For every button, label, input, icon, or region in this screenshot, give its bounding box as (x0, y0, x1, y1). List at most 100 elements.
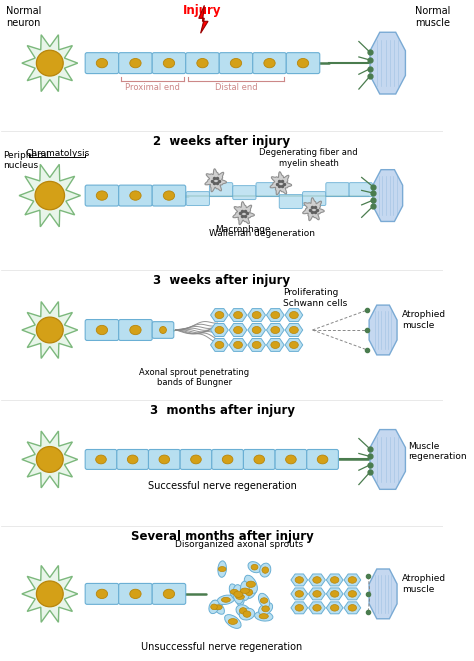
Ellipse shape (234, 311, 243, 319)
Ellipse shape (297, 58, 309, 68)
Text: 3  weeks after injury: 3 weeks after injury (154, 274, 291, 288)
Text: Proximal end: Proximal end (125, 83, 180, 92)
Ellipse shape (164, 191, 174, 200)
Ellipse shape (218, 561, 227, 577)
Ellipse shape (96, 589, 108, 599)
Polygon shape (248, 309, 265, 321)
Ellipse shape (348, 590, 356, 597)
Text: Muscle
regeneration: Muscle regeneration (408, 442, 467, 461)
Ellipse shape (240, 581, 249, 600)
Ellipse shape (36, 317, 63, 343)
FancyBboxPatch shape (85, 319, 118, 340)
Polygon shape (344, 574, 361, 586)
Polygon shape (370, 430, 405, 489)
FancyBboxPatch shape (152, 584, 186, 604)
Text: Unsuccessful nerve regeneration: Unsuccessful nerve regeneration (141, 642, 303, 652)
FancyBboxPatch shape (210, 182, 233, 196)
Ellipse shape (330, 576, 339, 583)
FancyBboxPatch shape (349, 182, 373, 196)
Text: 2  weeks after injury: 2 weeks after injury (154, 135, 291, 148)
Ellipse shape (330, 605, 339, 611)
Ellipse shape (228, 619, 237, 625)
Ellipse shape (251, 564, 258, 570)
Text: Wallerian degeneration: Wallerian degeneration (209, 229, 315, 239)
Ellipse shape (252, 311, 261, 319)
Ellipse shape (230, 58, 242, 68)
FancyBboxPatch shape (186, 53, 219, 73)
Polygon shape (369, 569, 397, 619)
FancyBboxPatch shape (244, 449, 275, 469)
Polygon shape (229, 323, 247, 336)
Ellipse shape (159, 455, 170, 464)
Ellipse shape (262, 606, 269, 612)
Ellipse shape (219, 566, 226, 572)
Polygon shape (344, 588, 361, 600)
Ellipse shape (258, 594, 270, 607)
Ellipse shape (191, 455, 201, 464)
Polygon shape (309, 574, 325, 586)
FancyBboxPatch shape (85, 53, 118, 73)
Ellipse shape (254, 455, 264, 464)
Polygon shape (309, 602, 325, 614)
Polygon shape (266, 323, 284, 336)
Polygon shape (326, 602, 343, 614)
Ellipse shape (234, 591, 243, 598)
FancyBboxPatch shape (307, 449, 338, 469)
Ellipse shape (239, 608, 255, 620)
Polygon shape (291, 602, 308, 614)
Ellipse shape (240, 588, 249, 594)
Ellipse shape (255, 611, 273, 621)
Polygon shape (210, 323, 228, 336)
FancyBboxPatch shape (85, 185, 118, 206)
FancyBboxPatch shape (302, 192, 326, 206)
Ellipse shape (295, 605, 303, 611)
Ellipse shape (290, 341, 298, 348)
Text: Injury: Injury (183, 5, 222, 17)
Ellipse shape (295, 576, 303, 583)
Ellipse shape (35, 181, 64, 210)
Ellipse shape (252, 341, 261, 348)
Ellipse shape (96, 325, 108, 334)
Text: Successful nerve regeneration: Successful nerve regeneration (147, 481, 296, 491)
Ellipse shape (264, 58, 275, 68)
Text: Normal
neuron: Normal neuron (6, 7, 41, 28)
Ellipse shape (246, 581, 255, 588)
Polygon shape (205, 169, 227, 192)
Ellipse shape (130, 325, 141, 334)
FancyBboxPatch shape (186, 192, 210, 206)
Text: Macrophage: Macrophage (216, 225, 271, 235)
Ellipse shape (164, 589, 174, 599)
Polygon shape (344, 602, 361, 614)
FancyBboxPatch shape (212, 449, 244, 469)
Ellipse shape (160, 327, 166, 334)
Ellipse shape (209, 600, 219, 613)
Polygon shape (326, 574, 343, 586)
Ellipse shape (271, 311, 280, 319)
FancyBboxPatch shape (85, 584, 118, 604)
Polygon shape (309, 588, 325, 600)
Text: Proliferating
Schwann cells: Proliferating Schwann cells (283, 288, 347, 307)
Ellipse shape (36, 447, 63, 473)
Ellipse shape (348, 605, 356, 611)
Ellipse shape (262, 567, 269, 573)
Ellipse shape (96, 455, 106, 464)
FancyBboxPatch shape (253, 53, 286, 73)
Ellipse shape (260, 598, 268, 603)
Ellipse shape (290, 327, 298, 334)
FancyBboxPatch shape (148, 449, 180, 469)
Ellipse shape (212, 600, 224, 614)
Polygon shape (233, 202, 255, 225)
Ellipse shape (295, 590, 303, 597)
Ellipse shape (348, 576, 356, 583)
Ellipse shape (248, 562, 261, 572)
Ellipse shape (215, 341, 224, 348)
Ellipse shape (271, 327, 280, 334)
Ellipse shape (313, 605, 321, 611)
FancyBboxPatch shape (233, 186, 256, 200)
Polygon shape (22, 35, 78, 91)
FancyBboxPatch shape (180, 449, 212, 469)
Ellipse shape (233, 585, 244, 604)
Polygon shape (285, 323, 303, 336)
Polygon shape (285, 309, 303, 321)
Text: Degenerating fiber and
myelin sheath: Degenerating fiber and myelin sheath (259, 148, 358, 168)
